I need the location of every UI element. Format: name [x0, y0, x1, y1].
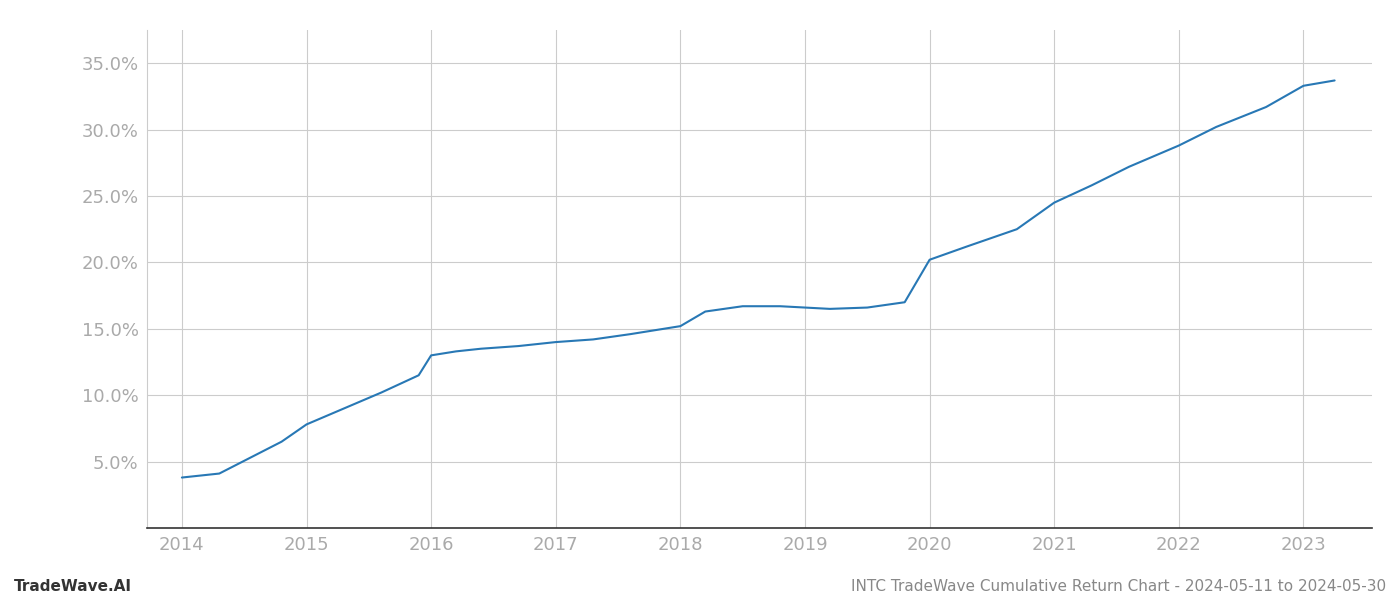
Text: INTC TradeWave Cumulative Return Chart - 2024-05-11 to 2024-05-30: INTC TradeWave Cumulative Return Chart -… [851, 579, 1386, 594]
Text: TradeWave.AI: TradeWave.AI [14, 579, 132, 594]
